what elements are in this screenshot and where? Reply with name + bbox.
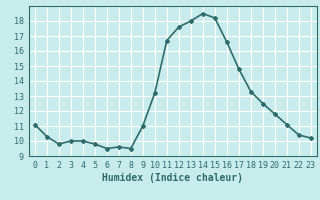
X-axis label: Humidex (Indice chaleur): Humidex (Indice chaleur) <box>102 173 243 183</box>
